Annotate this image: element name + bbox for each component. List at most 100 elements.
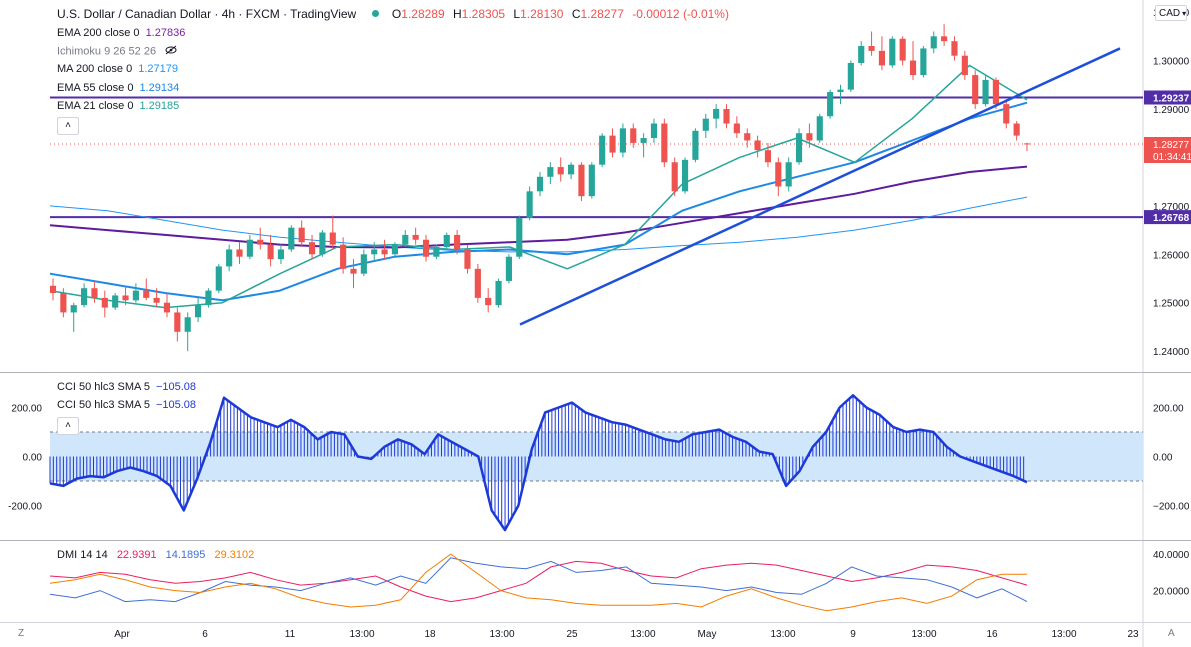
candle-body	[671, 162, 678, 192]
candle-body	[516, 217, 523, 257]
dmi-minus-value: 14.1895	[165, 549, 206, 561]
eye-hidden-icon[interactable]	[165, 45, 177, 58]
candle-body	[495, 280, 502, 306]
dmi-plus-value: 22.9391	[116, 549, 157, 561]
indicator-label: CCI 50 hlc3 SMA 5	[57, 381, 150, 393]
candle-body	[744, 133, 751, 141]
candle-body	[868, 46, 875, 51]
indicator-label: EMA 21 close 0	[57, 100, 134, 112]
candle-body	[391, 244, 399, 255]
ema55-line	[49, 101, 1028, 302]
indicator-label: EMA 200 close 0	[57, 27, 140, 39]
candle-body	[60, 293, 67, 313]
candle-body	[630, 128, 637, 143]
candle-body	[443, 234, 450, 248]
price-tick-label: 1.25000	[1153, 299, 1190, 310]
dmi-minus-line	[49, 557, 1028, 603]
cci-legend-row[interactable]: CCI 50 hlc3 SMA 5 −105.08	[57, 381, 196, 393]
candle-body	[277, 249, 285, 260]
candle-body	[402, 234, 409, 245]
candle-body	[878, 50, 886, 66]
time-tick-label: 13:00	[1051, 629, 1076, 640]
candle-body	[257, 239, 264, 245]
candle-body	[827, 92, 834, 117]
level-lower-label-bg	[1144, 210, 1191, 225]
adx-value: 29.3102	[214, 549, 255, 561]
countdown-label: 01:34:41	[1153, 152, 1191, 163]
candle-body	[236, 249, 243, 257]
candle-body	[308, 242, 316, 255]
level-lower-label: 1.26768	[1153, 213, 1190, 224]
candle-body	[226, 249, 233, 267]
indicator-row-ema55[interactable]: EMA 55 close 0 1.29134	[57, 82, 179, 94]
candle-body	[412, 234, 419, 240]
indicator-label: Ichimoku 9 26 52 26	[57, 45, 157, 58]
time-tick-label: 13:00	[349, 629, 374, 640]
indicator-row-ichimoku[interactable]: Ichimoku 9 26 52 26	[57, 45, 177, 58]
adx-line	[49, 553, 1027, 612]
candle-body	[733, 123, 740, 134]
market-status-icon	[371, 10, 379, 17]
candle-body	[1023, 143, 1031, 145]
candle-body	[847, 62, 854, 90]
auto-scale-button[interactable]: A	[1168, 628, 1175, 639]
candle-body	[350, 268, 357, 274]
candle-body	[474, 268, 481, 298]
time-tick-label: 11	[285, 629, 296, 640]
candle-body	[70, 305, 77, 313]
chevron-down-icon: ▾	[1182, 9, 1187, 18]
candle-body	[713, 108, 720, 119]
candle-body	[422, 239, 430, 257]
price-tick-label: 1.24000	[1153, 347, 1190, 358]
candle-body	[992, 79, 999, 105]
candle-body	[205, 290, 212, 306]
time-tick-label: 13:00	[489, 629, 514, 640]
cci-tick-label: 0.00	[1153, 453, 1173, 464]
price-tick-label: 1.29000	[1153, 105, 1190, 116]
indicator-label: DMI 14 14	[57, 549, 108, 561]
symbol-title[interactable]: U.S. Dollar / Canadian Dollar · 4h · FXC…	[57, 7, 357, 21]
candle-body	[619, 128, 626, 153]
candle-body	[246, 239, 253, 257]
timezone-button[interactable]: Z	[18, 628, 25, 639]
candle-body	[723, 108, 730, 124]
time-tick-label: Apr	[114, 629, 130, 640]
last-price-label: 1.28277	[1153, 140, 1190, 151]
candle-body	[858, 46, 865, 63]
ohlc-close: 1.28277	[580, 7, 624, 21]
cci-left-tick-label: 0.00	[23, 453, 43, 464]
candle-body	[785, 162, 792, 187]
cci-legend-row[interactable]: CCI 50 hlc3 SMA 5 −105.08	[57, 399, 196, 411]
dmi-legend-row[interactable]: DMI 14 14 22.9391 14.1895 29.3102	[57, 549, 254, 561]
candle-body	[329, 232, 336, 245]
candle-body	[319, 232, 326, 255]
cci-left-tick-label: -200.00	[8, 502, 42, 513]
candle-body	[267, 244, 274, 260]
candle-body	[795, 133, 803, 163]
indicator-row-ma200[interactable]: MA 200 close 0 1.27179	[57, 63, 178, 75]
currency-button[interactable]: CAD ▾	[1155, 5, 1187, 21]
indicator-row-ema21[interactable]: EMA 21 close 0 1.29185	[57, 100, 179, 112]
candle-body	[288, 227, 295, 250]
candle-body	[536, 176, 544, 192]
candle-body	[153, 297, 160, 303]
candle-body	[464, 249, 471, 269]
ohlc-open: 1.28289	[401, 7, 445, 21]
ohlc-low-label: L	[513, 7, 521, 21]
ohlc-high-label: H	[453, 7, 462, 21]
candle-body	[837, 89, 844, 93]
collapse-legend-button[interactable]: ˄	[57, 117, 79, 135]
time-tick-label: 6	[202, 629, 208, 640]
collapse-cci-legend-button[interactable]: ˄	[57, 417, 79, 435]
indicator-label: MA 200 close 0	[57, 63, 133, 75]
candle-body	[661, 123, 668, 163]
candle-body	[371, 249, 378, 255]
candle-body	[930, 36, 937, 49]
candle-body	[526, 191, 533, 218]
candle-body	[174, 312, 181, 332]
indicator-row-ema200[interactable]: EMA 200 close 0 1.27836	[57, 27, 185, 39]
candle-body	[909, 60, 917, 76]
candle-body	[49, 285, 57, 294]
